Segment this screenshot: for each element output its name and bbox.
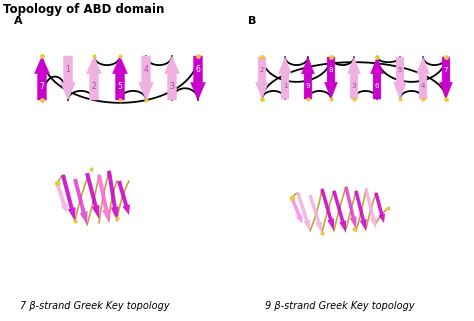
FancyArrow shape	[61, 56, 75, 100]
Text: 6: 6	[375, 83, 379, 90]
Text: Topology of ABD domain: Topology of ABD domain	[3, 3, 164, 16]
Text: 9: 9	[306, 83, 310, 90]
Text: 6: 6	[196, 65, 201, 74]
Text: 3: 3	[352, 83, 356, 90]
Text: 7: 7	[39, 82, 45, 91]
Text: A: A	[14, 16, 23, 26]
FancyArrow shape	[164, 56, 180, 100]
Text: 1: 1	[283, 83, 287, 90]
Text: 7: 7	[444, 66, 448, 73]
FancyArrow shape	[61, 175, 75, 221]
FancyArrow shape	[308, 195, 322, 233]
FancyArrow shape	[371, 57, 383, 99]
FancyArrow shape	[97, 175, 110, 223]
Text: B: B	[248, 16, 256, 26]
Text: 4: 4	[421, 83, 425, 90]
FancyArrow shape	[86, 56, 101, 100]
FancyArrow shape	[365, 188, 377, 229]
FancyArrow shape	[107, 171, 118, 221]
FancyArrow shape	[325, 57, 337, 99]
FancyArrow shape	[117, 180, 130, 215]
FancyArrow shape	[35, 56, 49, 100]
FancyArrow shape	[347, 57, 361, 99]
Text: 2: 2	[260, 66, 264, 73]
FancyArrow shape	[73, 178, 88, 225]
FancyArrow shape	[138, 56, 154, 100]
FancyArrow shape	[393, 57, 407, 99]
Text: 8: 8	[329, 66, 333, 73]
FancyArrow shape	[344, 187, 356, 229]
Text: 4: 4	[144, 65, 148, 74]
FancyArrow shape	[85, 172, 100, 219]
FancyArrow shape	[332, 191, 346, 233]
FancyArrow shape	[55, 182, 68, 213]
FancyArrow shape	[417, 57, 429, 99]
FancyArrow shape	[255, 57, 268, 99]
FancyArrow shape	[301, 57, 315, 99]
FancyArrow shape	[112, 56, 128, 100]
FancyArrow shape	[320, 188, 334, 231]
FancyArrow shape	[296, 193, 310, 231]
Text: 5: 5	[118, 82, 122, 91]
FancyArrow shape	[291, 197, 302, 223]
Text: 1: 1	[65, 65, 70, 74]
Text: 9 β-strand Greek Key topology: 9 β-strand Greek Key topology	[265, 301, 415, 311]
Text: 7 β-strand Greek Key topology: 7 β-strand Greek Key topology	[20, 301, 170, 311]
FancyArrow shape	[439, 57, 453, 99]
Text: 2: 2	[91, 82, 96, 91]
FancyArrow shape	[374, 193, 385, 223]
FancyArrow shape	[191, 56, 206, 100]
FancyArrow shape	[354, 191, 366, 231]
Text: 3: 3	[170, 82, 174, 91]
FancyArrow shape	[279, 57, 292, 99]
Text: 5: 5	[398, 66, 402, 73]
